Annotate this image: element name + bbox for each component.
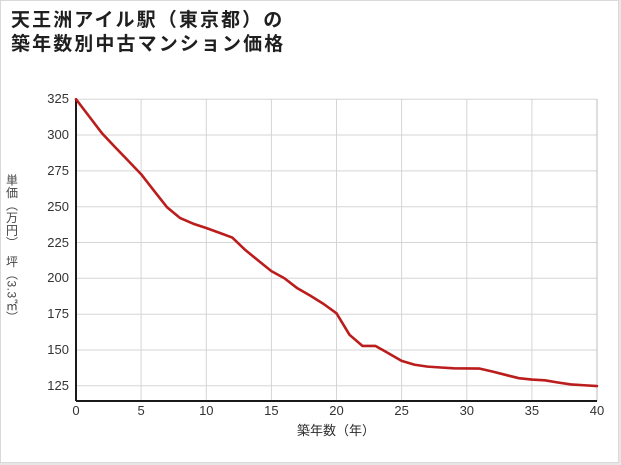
svg-text:10: 10 bbox=[199, 403, 213, 418]
svg-text:25: 25 bbox=[394, 403, 408, 418]
svg-text:125: 125 bbox=[47, 378, 69, 393]
svg-text:35: 35 bbox=[525, 403, 539, 418]
svg-text:300: 300 bbox=[47, 127, 69, 142]
svg-text:築年数（年）: 築年数（年） bbox=[297, 423, 375, 438]
svg-text:40: 40 bbox=[590, 403, 604, 418]
svg-text:225: 225 bbox=[47, 235, 69, 250]
svg-text:150: 150 bbox=[47, 342, 69, 357]
svg-text:175: 175 bbox=[47, 306, 69, 321]
svg-text:0: 0 bbox=[72, 403, 79, 418]
svg-text:20: 20 bbox=[329, 403, 343, 418]
svg-text:275: 275 bbox=[47, 163, 69, 178]
svg-text:250: 250 bbox=[47, 199, 69, 214]
svg-text:5: 5 bbox=[137, 403, 144, 418]
svg-text:200: 200 bbox=[47, 270, 69, 285]
svg-text:325: 325 bbox=[47, 91, 69, 106]
svg-text:30: 30 bbox=[460, 403, 474, 418]
svg-text:15: 15 bbox=[264, 403, 278, 418]
